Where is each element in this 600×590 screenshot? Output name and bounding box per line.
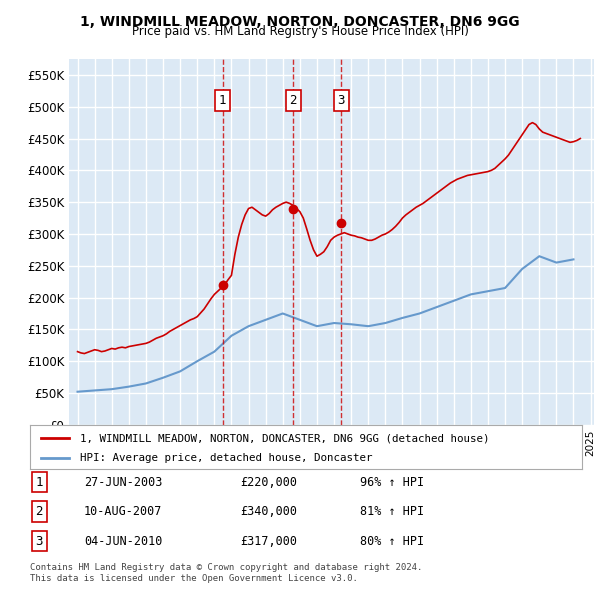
Text: 96% ↑ HPI: 96% ↑ HPI — [360, 476, 424, 489]
Text: 2: 2 — [35, 505, 43, 518]
Text: £317,000: £317,000 — [240, 535, 297, 548]
Text: Contains HM Land Registry data © Crown copyright and database right 2024.: Contains HM Land Registry data © Crown c… — [30, 563, 422, 572]
Text: 1, WINDMILL MEADOW, NORTON, DONCASTER, DN6 9GG: 1, WINDMILL MEADOW, NORTON, DONCASTER, D… — [80, 15, 520, 29]
Text: 1: 1 — [219, 94, 226, 107]
Text: 2: 2 — [289, 94, 297, 107]
Text: This data is licensed under the Open Government Licence v3.0.: This data is licensed under the Open Gov… — [30, 573, 358, 583]
Text: 04-JUN-2010: 04-JUN-2010 — [84, 535, 163, 548]
Text: Price paid vs. HM Land Registry's House Price Index (HPI): Price paid vs. HM Land Registry's House … — [131, 25, 469, 38]
Text: 80% ↑ HPI: 80% ↑ HPI — [360, 535, 424, 548]
Text: 3: 3 — [35, 535, 43, 548]
Text: £340,000: £340,000 — [240, 505, 297, 518]
Text: 27-JUN-2003: 27-JUN-2003 — [84, 476, 163, 489]
Text: 1: 1 — [35, 476, 43, 489]
Text: 81% ↑ HPI: 81% ↑ HPI — [360, 505, 424, 518]
Text: £220,000: £220,000 — [240, 476, 297, 489]
Text: 10-AUG-2007: 10-AUG-2007 — [84, 505, 163, 518]
Text: HPI: Average price, detached house, Doncaster: HPI: Average price, detached house, Donc… — [80, 453, 372, 463]
Text: 1, WINDMILL MEADOW, NORTON, DONCASTER, DN6 9GG (detached house): 1, WINDMILL MEADOW, NORTON, DONCASTER, D… — [80, 433, 489, 443]
Text: 3: 3 — [337, 94, 345, 107]
